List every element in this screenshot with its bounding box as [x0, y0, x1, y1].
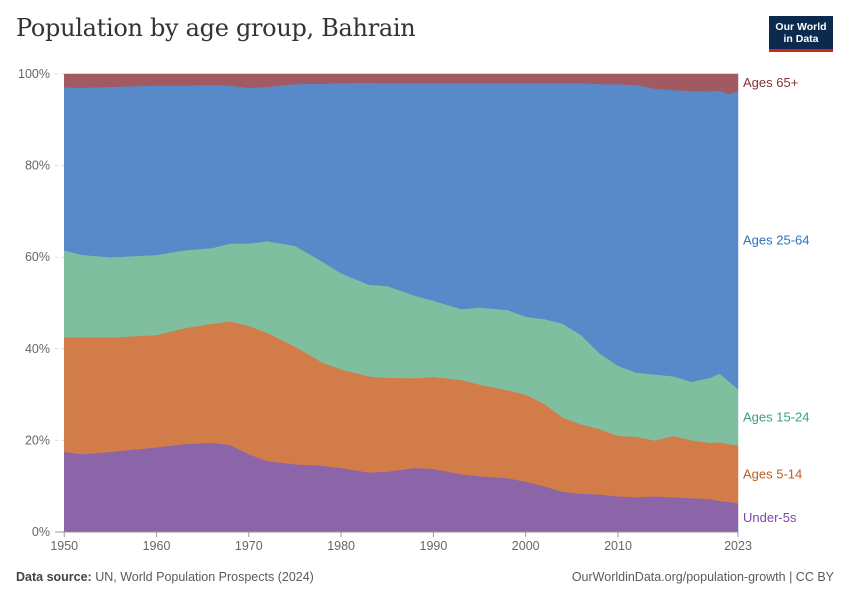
owid-logo[interactable]: Our World in Data — [769, 16, 833, 52]
stacked-area-chart: 0% 20% 40% 60% 80% 100% 1950 1960 1970 1980 1990 2… — [18, 67, 810, 553]
y-axis: 0% 20% 40% 60% 80% 100% — [18, 67, 50, 539]
y-tick-label: 20% — [25, 433, 50, 447]
series-label-ages-25-64: Ages 25-64 — [743, 233, 810, 248]
chart-areas[interactable] — [63, 73, 739, 533]
series-label-under-5s: Under-5s — [743, 510, 797, 525]
area-ages-65[interactable] — [63, 73, 739, 95]
x-tick-label: 1970 — [235, 539, 263, 553]
x-tick-label: 2010 — [604, 539, 632, 553]
y-tick-label: 60% — [25, 250, 50, 264]
series-label-ages-65: Ages 65+ — [743, 75, 798, 90]
data-source: Data source: UN, World Population Prospe… — [16, 570, 314, 584]
x-tick-label: 1950 — [50, 539, 78, 553]
data-source-text: UN, World Population Prospects (2024) — [95, 570, 314, 584]
x-tick-label: 2000 — [512, 539, 540, 553]
x-tick-label: 1990 — [420, 539, 448, 553]
series-labels: Ages 65+ Ages 25-64 Ages 15-24 Ages 5-14 Und… — [743, 75, 810, 525]
y-tick-label: 0% — [32, 525, 50, 539]
y-tick-label: 100% — [18, 67, 50, 81]
x-tick-label: 1980 — [327, 539, 355, 553]
chart-title: Population by age group, Bahrain — [16, 14, 416, 42]
x-tick-label: 1960 — [143, 539, 171, 553]
y-tick-label: 80% — [25, 159, 50, 173]
logo-line-1: Our World — [775, 21, 827, 33]
data-source-label: Data source: — [16, 570, 92, 584]
x-tick-label: 2023 — [724, 539, 752, 553]
y-tick-label: 40% — [25, 342, 50, 356]
series-label-ages-5-14: Ages 5-14 — [743, 467, 802, 482]
logo-line-2: in Data — [783, 33, 819, 45]
series-label-ages-15-24: Ages 15-24 — [743, 410, 810, 425]
x-axis: 1950 1960 1970 1980 1990 2000 2010 2023 — [50, 531, 752, 553]
footer-link[interactable]: OurWorldinData.org/population-growth | C… — [571, 570, 834, 584]
